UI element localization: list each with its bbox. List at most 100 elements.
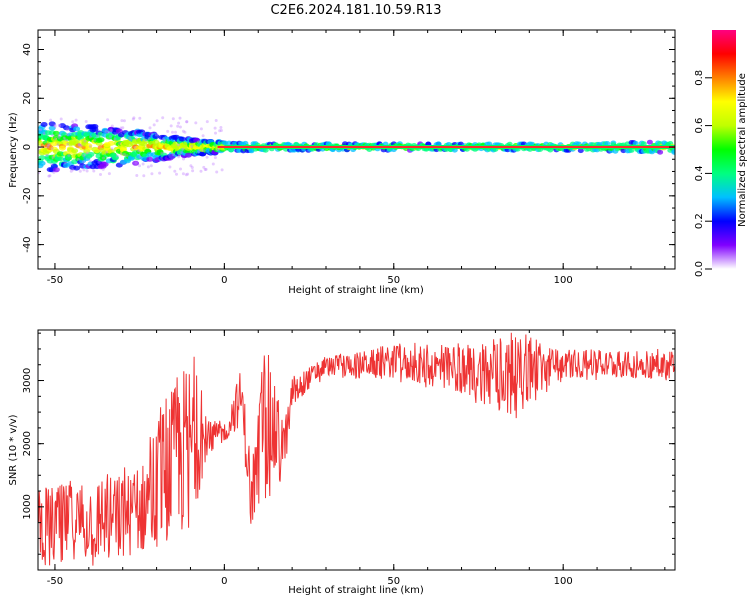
colorbar-label: Normalized spectral amplitude <box>737 73 748 227</box>
spectrogram-cell <box>93 138 97 142</box>
spectrogram-cell <box>646 139 653 145</box>
spectrogram-cell <box>71 168 75 172</box>
spectrogram-cell <box>57 123 61 127</box>
snr-panel: -50 0 50 100 1000 2000 3000 Height of straight… <box>8 329 676 596</box>
spectrogram-cell <box>171 130 174 134</box>
spectrogram-cell <box>92 169 96 173</box>
spectrogram-cell <box>73 165 81 171</box>
spectrogram-cell <box>47 174 51 178</box>
spectrogram-cell <box>160 151 164 155</box>
y-tick-label: 0 <box>22 144 33 150</box>
spectrogram-cell <box>177 155 181 159</box>
spectrogram-cell <box>66 142 70 146</box>
spectrogram-cell <box>144 138 147 142</box>
spectrogram-cell <box>47 143 51 147</box>
spectrogram-cell <box>79 144 83 148</box>
spectrogram-cell <box>191 169 195 173</box>
spectrogram-cell <box>138 116 142 120</box>
spectrogram-cell <box>219 126 223 129</box>
spectrogram-cell <box>101 161 109 167</box>
spectrogram-cell <box>202 165 206 169</box>
spectrogram-cell <box>657 149 664 155</box>
figure-title: C2E6.2024.181.10.59.R13 <box>270 3 441 18</box>
spectrogram-cell <box>99 173 102 176</box>
colorbar-tick-label: 0.0 <box>694 261 705 277</box>
spectrogram-cell <box>158 171 162 175</box>
spectrogram-cell <box>52 170 56 174</box>
spectrogram-cell <box>78 169 82 173</box>
spectrogram-cell <box>177 154 181 157</box>
spectrogram-cell <box>178 116 182 120</box>
spectrogram-cell <box>201 134 205 138</box>
spectrogram-cell <box>134 161 138 165</box>
snr-ticks: -50 0 50 100 1000 2000 3000 <box>22 330 675 587</box>
spectrogram-cell <box>185 120 189 124</box>
spectrogram-cell <box>101 127 109 133</box>
spectrogram-cell <box>155 119 159 123</box>
spectrogram-cell <box>135 174 139 177</box>
spectrogram-panel: -50 0 50 100 -40 -20 0 20 40 Height of straight … <box>8 29 676 296</box>
spectrogram-cell <box>51 133 55 137</box>
spectrogram-cell <box>184 152 192 158</box>
spectrogram-cell <box>174 130 177 134</box>
spectrogram-cell <box>131 117 135 121</box>
spectrogram-cell <box>110 147 114 151</box>
spectrogram-cell <box>122 119 126 123</box>
spectrogram-cell <box>105 150 109 154</box>
spectrogram-cell <box>107 172 111 176</box>
spectrogram-cell <box>166 129 170 133</box>
spectrogram-cell <box>82 154 86 158</box>
spectrogram-cell <box>178 136 186 142</box>
colorbar-gradient <box>712 30 736 269</box>
spectrogram-cell <box>184 173 188 177</box>
spectrogram-cell <box>50 147 54 151</box>
spectrogram-cell <box>203 168 207 171</box>
spectrogram-cell <box>215 170 219 174</box>
spectrogram-ylabel: Frequency (Hz) <box>8 112 19 188</box>
spectrogram-cell <box>73 126 81 132</box>
y-tick-label: -20 <box>22 188 33 204</box>
spectrogram-cell <box>101 167 105 171</box>
spectrogram-cell <box>82 160 85 164</box>
y-tick-label: 3000 <box>22 368 33 393</box>
spectrogram-cell <box>88 144 92 148</box>
spectrogram-cell <box>57 135 61 139</box>
spectrogram-cell <box>85 143 93 149</box>
spectrogram-cell <box>115 128 123 134</box>
spectrogram-cell <box>134 137 138 141</box>
spectrogram-cell <box>190 166 194 169</box>
spectrogram-cell <box>197 150 201 154</box>
spectrogram-cell <box>42 132 46 135</box>
spectrogram-cell <box>150 172 154 176</box>
x-tick-label: 0 <box>221 275 227 286</box>
spectrogram-cell <box>177 143 180 147</box>
spectrogram-cell <box>216 148 220 151</box>
spectrogram-frame <box>37 29 676 270</box>
spectrogram-cell <box>141 162 145 166</box>
spectrogram-cell <box>138 164 141 168</box>
snr-ylabel: SNR (10 * v/v) <box>8 414 19 485</box>
colorbar-ticks: 0.0 0.2 0.4 0.6 0.8 <box>694 70 712 277</box>
spectrogram-cell <box>604 141 611 146</box>
spectrogram-cell <box>199 169 203 173</box>
spectrogram-cell <box>179 167 182 171</box>
spectrogram-cell <box>214 119 218 122</box>
spectrogram-cell <box>59 117 63 121</box>
spectrogram-cell <box>69 169 73 173</box>
spectrogram-cell <box>178 125 182 129</box>
spectrogram-cell <box>58 145 66 151</box>
x-tick-label: -50 <box>47 576 63 587</box>
spectrogram-cell <box>110 124 114 128</box>
spectrogram-cell <box>175 172 178 176</box>
spectrogram-cell <box>66 128 70 132</box>
spectrogram-cell <box>78 143 82 147</box>
spectrogram-cell <box>185 120 189 124</box>
y-tick-label: 1000 <box>22 494 33 519</box>
spectrogram-cell <box>97 137 105 143</box>
spectrogram-ticks: -50 0 50 100 -40 -20 0 20 40 <box>22 30 675 286</box>
spectrogram-cell <box>671 149 675 155</box>
x-tick-label: 50 <box>387 576 400 587</box>
spectrogram-cell <box>171 117 175 121</box>
spectrogram-cell <box>39 128 43 132</box>
